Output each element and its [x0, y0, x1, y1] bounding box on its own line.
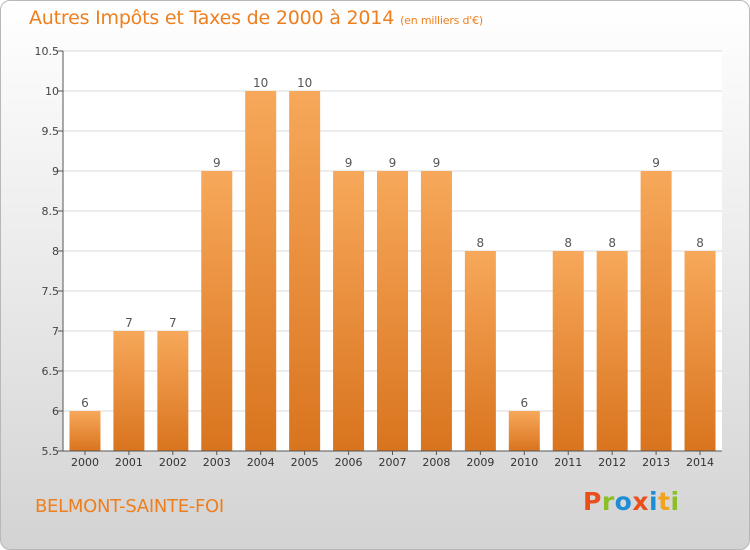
chart-title-text: Autres Impôts et Taxes de 2000 à 2014	[29, 7, 395, 29]
x-tick-label: 2012	[598, 456, 626, 469]
x-tick-label: 2014	[686, 456, 714, 469]
y-tick-label: 7.5	[42, 285, 60, 298]
data-label: 9	[433, 156, 441, 170]
proxiti-logo: Proxiti	[583, 487, 680, 516]
x-tick-label: 2007	[379, 456, 407, 469]
bars	[69, 91, 716, 451]
y-tick-label: 5.5	[42, 445, 60, 458]
data-label: 8	[564, 236, 572, 250]
bar	[289, 91, 321, 451]
logo-letter: t	[658, 487, 671, 516]
data-label: 8	[696, 236, 704, 250]
data-label: 7	[125, 316, 133, 330]
data-label: 9	[652, 156, 660, 170]
y-tick-label: 10.5	[35, 45, 60, 58]
axes: 5.5 6 6.5 7 7.5 8 8.5 9 9.5 10 10.5 2000 2001 2002 200…	[35, 45, 722, 469]
x-tick-label: 2008	[422, 456, 450, 469]
data-label: 7	[169, 316, 177, 330]
data-label: 10	[253, 76, 268, 90]
logo-letter: i	[670, 487, 680, 516]
data-label: 9	[213, 156, 221, 170]
bar	[420, 171, 452, 451]
commune-name: BELMONT-SAINTE-FOI	[35, 496, 224, 517]
y-tick-label: 8	[52, 245, 59, 258]
data-label: 8	[608, 236, 616, 250]
bar	[464, 251, 496, 451]
x-tick-label: 2013	[642, 456, 670, 469]
y-tick-label: 9.5	[42, 125, 60, 138]
logo-letter: P	[583, 487, 602, 516]
y-tick-label: 6.5	[42, 365, 60, 378]
bar	[684, 251, 716, 451]
logo-letter: o	[614, 487, 633, 516]
data-label: 9	[389, 156, 397, 170]
y-tick-label: 8.5	[42, 205, 60, 218]
y-tick-label: 7	[52, 325, 59, 338]
y-tick-label: 10	[45, 85, 59, 98]
y-tick-label: 9	[52, 165, 59, 178]
bar	[69, 411, 101, 451]
y-tick-label: 6	[52, 405, 59, 418]
bar	[377, 171, 408, 451]
bar	[552, 251, 584, 451]
data-label: 6	[81, 396, 89, 410]
x-tick-label: 2002	[159, 456, 187, 469]
data-labels: 6 7 7 9 10 10 9 9 9 8 6 8 8 9 8	[81, 76, 704, 410]
x-tick-label: 2011	[554, 456, 582, 469]
data-label: 8	[477, 236, 485, 250]
chart-title: Autres Impôts et Taxes de 2000 à 2014 (en…	[29, 7, 483, 29]
bar	[640, 171, 672, 451]
logo-letter: r	[601, 487, 615, 516]
bar	[245, 91, 277, 451]
bar	[333, 171, 365, 451]
bar	[113, 331, 145, 451]
logo-letter: x	[632, 487, 649, 516]
x-tick-label: 2009	[466, 456, 494, 469]
bar	[201, 171, 233, 451]
x-tick-label: 2005	[291, 456, 319, 469]
x-tick-label: 2004	[247, 456, 275, 469]
x-tick-label: 2000	[71, 456, 99, 469]
logo-letter: i	[649, 487, 659, 516]
data-label: 10	[297, 76, 312, 90]
data-label: 6	[520, 396, 528, 410]
bar	[508, 411, 540, 451]
bar	[596, 251, 628, 451]
chart-unit: (en milliers d'€)	[400, 14, 483, 27]
x-tick-label: 2001	[115, 456, 143, 469]
data-label: 9	[345, 156, 353, 170]
x-tick-label: 2006	[335, 456, 363, 469]
x-tick-label: 2010	[510, 456, 538, 469]
bar	[157, 331, 189, 451]
x-tick-label: 2003	[203, 456, 231, 469]
